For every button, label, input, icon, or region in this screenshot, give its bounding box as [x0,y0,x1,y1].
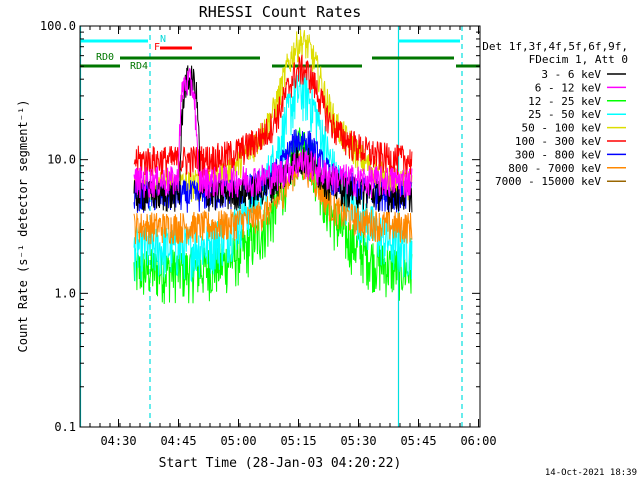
legend-label: 50 - 100 keV [522,122,602,135]
legend-label: 25 - 50 keV [528,108,601,121]
y-axis-label: Count Rate (s⁻¹ detector segment⁻¹) [16,100,30,353]
x-tick-label: 05:45 [400,434,436,448]
x-axis-ticks: 04:30 04:45 05:00 05:15 05:30 05:45 06:00 [79,26,497,448]
y-tick-label: 10.0 [47,153,76,167]
y-tick-label: 100.0 [40,19,76,33]
legend-header-line-1: Det 1f,3f,4f,5f,6f,9f, [482,40,628,53]
night-label: N [160,34,166,45]
y-tick-label: 0.1 [54,420,76,434]
legend-label: 3 - 6 keV [541,68,601,81]
data-series [133,29,413,305]
legend-label: 100 - 300 keV [515,135,601,148]
legend-header-line-2: FDecim 1, Att 0 [529,53,628,66]
series-6to12keV-line [133,68,413,199]
legend-label: 6 - 12 keV [535,81,602,94]
legend: Det 1f,3f,4f,5f,6f,9f, FDecim 1, Att 0 3… [482,40,628,188]
series-12to25keV-line [133,127,413,305]
y-tick-label: 1.0 [54,286,76,300]
rd4-label: RD4 [130,61,148,72]
legend-label: 7000 - 15000 keV [495,175,601,188]
y-axis-ticks: 0.1 1.0 10.0 100.0 [40,19,480,434]
x-tick-label: 04:30 [100,434,136,448]
rd0-label: RD0 [96,52,114,63]
x-tick-label: 05:30 [340,434,376,448]
legend-label: 300 - 800 keV [515,148,601,161]
flare-label: F [154,42,160,53]
chart-title: RHESSI Count Rates [199,3,362,21]
x-tick-label: 05:15 [280,434,316,448]
x-tick-label: 06:00 [460,434,496,448]
series-3to6keV-line [133,65,413,213]
x-tick-label: 04:45 [160,434,196,448]
x-axis-label: Start Time (28-Jan-03 04:20:22) [159,456,402,471]
timestamp: 14-Oct-2021 18:39 [545,468,637,478]
legend-label: 12 - 25 keV [528,95,601,108]
x-tick-label: 05:00 [220,434,256,448]
series-25to50keV-line [133,68,413,283]
legend-label: 800 - 7000 keV [508,162,601,175]
